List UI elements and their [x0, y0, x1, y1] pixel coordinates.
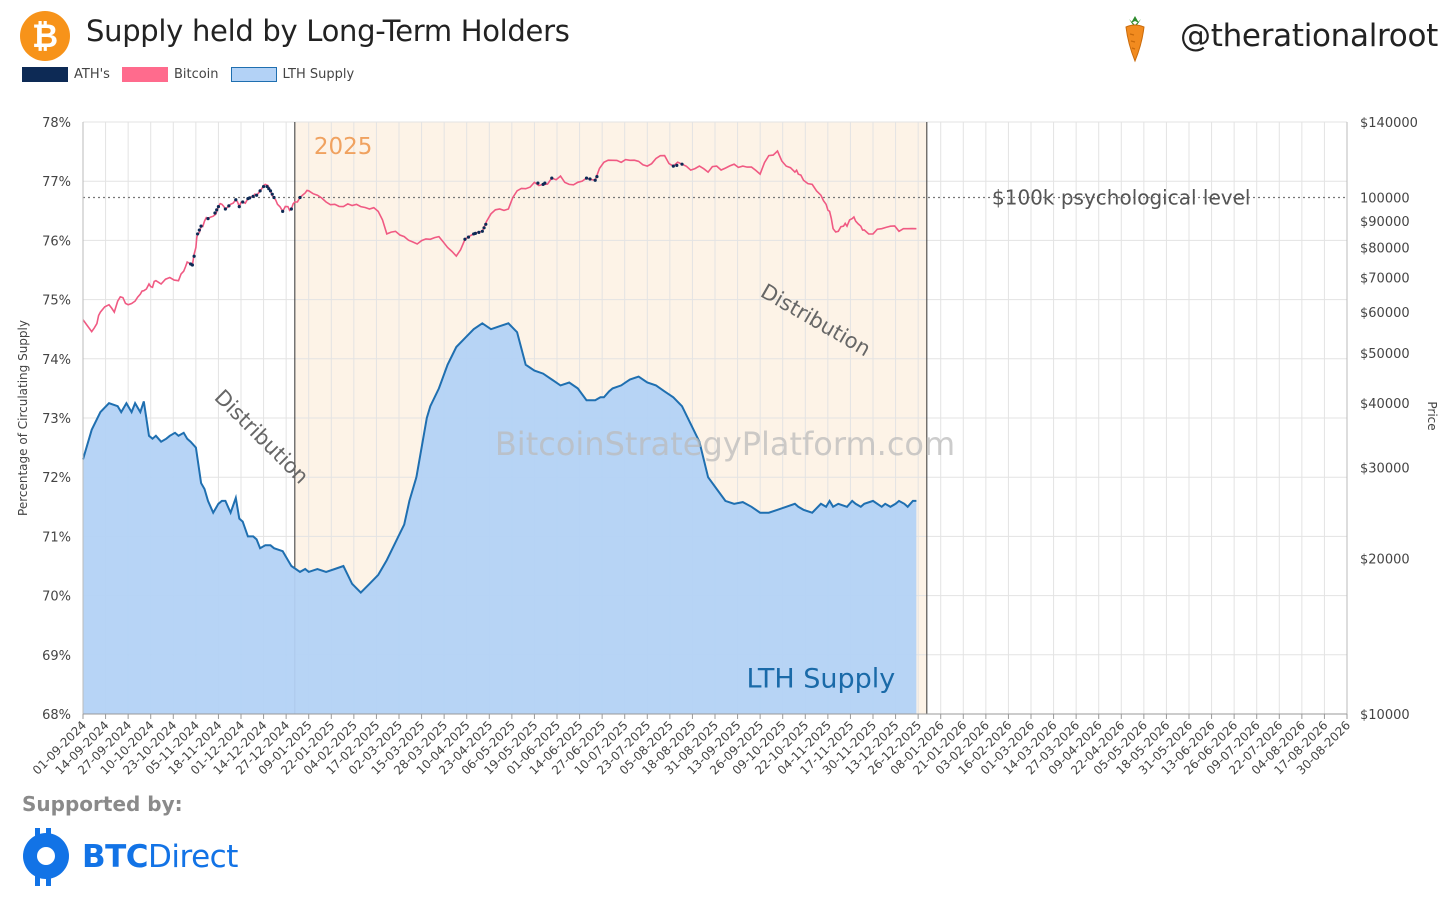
- y2-tick-label: $30000: [1360, 462, 1410, 477]
- btcdirect-logo: BTCDirect: [22, 828, 238, 886]
- bitcoin-price-line: [82, 149, 917, 333]
- ath-marker: [595, 175, 599, 179]
- y-axis-title: Percentage of Circulating Supply: [16, 320, 30, 516]
- y2-tick-label: $50000: [1360, 347, 1410, 362]
- legend-label-ath: ATH's: [74, 67, 110, 82]
- ath-marker: [234, 198, 238, 202]
- ath-marker: [671, 164, 675, 168]
- ath-marker: [463, 237, 467, 241]
- ath-marker: [593, 178, 597, 182]
- bitcoin-logo-icon: ₿: [20, 11, 70, 61]
- ath-marker: [268, 189, 273, 193]
- ath-marker: [213, 211, 217, 215]
- ath-marker: [298, 195, 302, 200]
- lth-supply-chart: $100k psychological level 68% 69% 70% 71% 72%…: [16, 116, 1439, 777]
- btcdirect-logo-icon: [23, 828, 69, 886]
- ath-marker: [272, 195, 276, 200]
- chart-legend: ATH's Bitcoin LTH Supply: [22, 67, 354, 82]
- ath-marker: [584, 176, 589, 180]
- y-tick-label: 74%: [42, 353, 71, 368]
- ath-marker: [473, 231, 477, 236]
- ath-marker: [588, 177, 592, 181]
- ath-marker: [216, 205, 221, 209]
- y2-tick-label: $90000: [1360, 215, 1410, 230]
- ath-marker: [261, 184, 266, 189]
- carrot-logo-icon: [1125, 16, 1145, 63]
- lth-supply-area: [83, 323, 917, 714]
- supported-by-label: Supported by:: [22, 792, 183, 816]
- ath-marker: [484, 222, 488, 226]
- author-handle: @therationalroot: [1180, 18, 1438, 54]
- annotation-lth-supply: LTH Supply: [747, 663, 896, 694]
- ath-marker: [190, 263, 194, 267]
- reference-line-label: $100k psychological level: [992, 185, 1250, 209]
- btcdirect-brand-bold: BTC: [82, 839, 149, 875]
- legend-label-lth-supply: LTH Supply: [282, 67, 355, 82]
- legend-swatch-ath: [22, 67, 68, 82]
- ath-marker: [267, 187, 271, 191]
- y2-tick-label: $70000: [1360, 271, 1410, 286]
- legend-swatch-bitcoin: [121, 67, 168, 82]
- watermark-text: BitcoinStrategyPlatform.com: [495, 425, 955, 463]
- ath-marker: [237, 205, 241, 209]
- y2-tick-label: $10000: [1360, 708, 1410, 723]
- ath-marker: [197, 228, 201, 232]
- ath-marker: [241, 200, 245, 204]
- ath-marker: [270, 192, 274, 196]
- ath-marker: [482, 226, 486, 230]
- y-tick-label: 69%: [42, 649, 71, 664]
- y-tick-label: 70%: [42, 590, 71, 605]
- y2-tick-label: $60000: [1360, 306, 1410, 321]
- ath-marker: [289, 207, 293, 211]
- ath-marker: [251, 194, 255, 198]
- ath-marker: [477, 230, 481, 234]
- y-tick-label: 78%: [42, 116, 71, 131]
- y-tick-label: 77%: [42, 175, 71, 190]
- ath-marker: [536, 181, 540, 185]
- lth-supply-line: [82, 322, 917, 595]
- y2-tick-label: $40000: [1360, 397, 1410, 412]
- ath-marker: [550, 176, 554, 180]
- ath-marker: [675, 163, 679, 167]
- ath-marker: [680, 162, 684, 166]
- y2-axis-title: Price: [1425, 401, 1439, 430]
- y-tick-label: 73%: [42, 412, 71, 427]
- page-title: Supply held by Long-Term Holders: [86, 14, 570, 48]
- y-tick-label: 72%: [42, 471, 71, 486]
- y-tick-label: 75%: [42, 294, 71, 309]
- legend-item-ath[interactable]: ATH's: [22, 67, 110, 82]
- ath-marker: [206, 217, 210, 221]
- ath-marker: [265, 184, 269, 189]
- y2-tick-label: 100000: [1360, 191, 1410, 206]
- ath-marker: [480, 229, 484, 233]
- legend-item-lth-supply[interactable]: LTH Supply: [230, 67, 355, 82]
- y-tick-label: 76%: [42, 234, 71, 249]
- y2-tick-label: $80000: [1360, 242, 1410, 257]
- ath-marker: [215, 208, 219, 212]
- y2-tick-label: $140000: [1360, 116, 1418, 131]
- ath-marker: [281, 209, 285, 213]
- ath-marker: [192, 254, 196, 258]
- ath-marker: [543, 181, 547, 185]
- ath-marker: [258, 189, 262, 193]
- btcdirect-wordmark: BTCDirect: [82, 839, 238, 875]
- ath-marker: [248, 196, 252, 200]
- ath-marker: [255, 193, 259, 197]
- y2-tick-label: $20000: [1360, 553, 1410, 568]
- year-label-2025: 2025: [314, 134, 373, 160]
- ath-marker: [227, 204, 231, 208]
- y-tick-label: 71%: [42, 530, 71, 545]
- y-tick-label: 68%: [42, 708, 71, 723]
- legend-item-bitcoin[interactable]: Bitcoin: [121, 67, 219, 82]
- legend-swatch-lth-supply: [230, 67, 277, 82]
- ath-marker: [195, 232, 200, 236]
- legend-label-bitcoin: Bitcoin: [173, 67, 219, 82]
- ath-marker: [223, 207, 227, 211]
- btcdirect-brand-light: Direct: [148, 839, 238, 875]
- ath-marker: [199, 224, 203, 228]
- ath-marker: [466, 235, 471, 239]
